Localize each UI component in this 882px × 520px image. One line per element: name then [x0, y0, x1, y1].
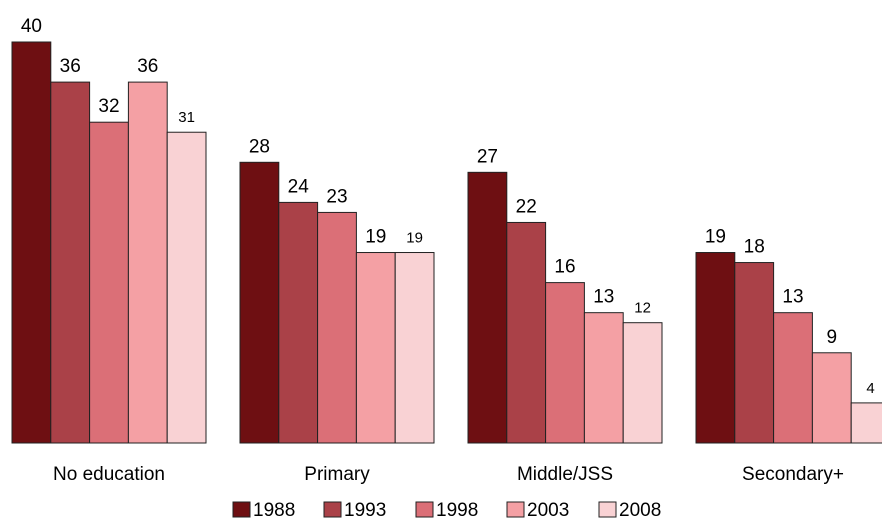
value-label-2003-3: 9 — [827, 327, 838, 348]
bar-2008-2 — [622, 322, 663, 444]
bar-2008-0 — [166, 131, 207, 444]
value-label-1993-2: 22 — [516, 196, 537, 217]
legend: 1988 1993 1998 2003 2008 — [232, 500, 661, 520]
bar-2008-1 — [394, 252, 435, 444]
legend-swatch-2003 — [506, 501, 525, 518]
value-label-1988-0: 40 — [21, 16, 42, 37]
bar-2003-2 — [583, 312, 624, 444]
bar-1988-3 — [695, 252, 736, 444]
value-label-2003-2: 13 — [593, 287, 614, 308]
value-label-1988-3: 19 — [705, 227, 726, 248]
bar-1988-2 — [467, 171, 508, 444]
value-label-1988-2: 27 — [477, 146, 498, 167]
bar-2003-0 — [127, 81, 168, 444]
bar-1988-0 — [11, 41, 52, 444]
value-labels-group: 40 36 32 36 31 28 24 23 19 19 27 22 16 13 12 19 18 13 9 4 — [21, 16, 875, 397]
value-label-1993-3: 18 — [744, 237, 765, 258]
value-label-1998-1: 23 — [326, 186, 347, 207]
category-label-2: Middle/JSS — [517, 464, 613, 485]
value-label-2008-3: 4 — [866, 380, 874, 397]
category-label-1: Primary — [304, 464, 370, 485]
value-label-2008-0: 31 — [178, 109, 195, 126]
value-label-1998-2: 16 — [554, 257, 575, 278]
legend-swatch-1993 — [323, 501, 342, 518]
legend-swatch-2008 — [598, 501, 617, 518]
legend-label-2003: 2003 — [527, 500, 569, 520]
legend-label-1988: 1988 — [253, 500, 295, 520]
value-label-1993-0: 36 — [60, 56, 81, 77]
bar-1993-2 — [506, 221, 547, 444]
value-label-1998-0: 32 — [98, 96, 119, 117]
value-label-1988-1: 28 — [249, 136, 270, 157]
legend-label-1998: 1998 — [436, 500, 478, 520]
value-label-2003-0: 36 — [137, 56, 158, 77]
legend-swatch-1988 — [232, 501, 251, 518]
bar-2008-3 — [850, 402, 882, 444]
bar-1998-2 — [545, 282, 585, 444]
bar-1993-0 — [50, 81, 91, 444]
legend-swatch-1998 — [415, 501, 434, 518]
bar-1988-1 — [239, 161, 280, 444]
legend-label-2008: 2008 — [619, 500, 661, 520]
value-label-1993-1: 24 — [288, 176, 310, 197]
category-label-0: No education — [53, 464, 165, 485]
value-label-2003-1: 19 — [365, 227, 386, 248]
bars-group — [11, 41, 882, 444]
value-label-2008-2: 12 — [634, 300, 651, 317]
category-labels-group: No education Primary Middle/JSS Secondary+ — [53, 464, 844, 485]
bar-1998-0 — [89, 121, 129, 444]
value-label-2008-1: 19 — [406, 230, 423, 247]
bar-1993-3 — [734, 262, 775, 444]
bar-2003-3 — [811, 352, 852, 444]
bar-1998-3 — [773, 312, 813, 444]
bar-1998-1 — [317, 211, 357, 444]
bar-1993-1 — [278, 201, 319, 444]
legend-label-1993: 1993 — [344, 500, 386, 520]
bar-2003-1 — [355, 252, 396, 444]
value-label-1998-3: 13 — [782, 287, 803, 308]
category-label-3: Secondary+ — [742, 464, 844, 485]
